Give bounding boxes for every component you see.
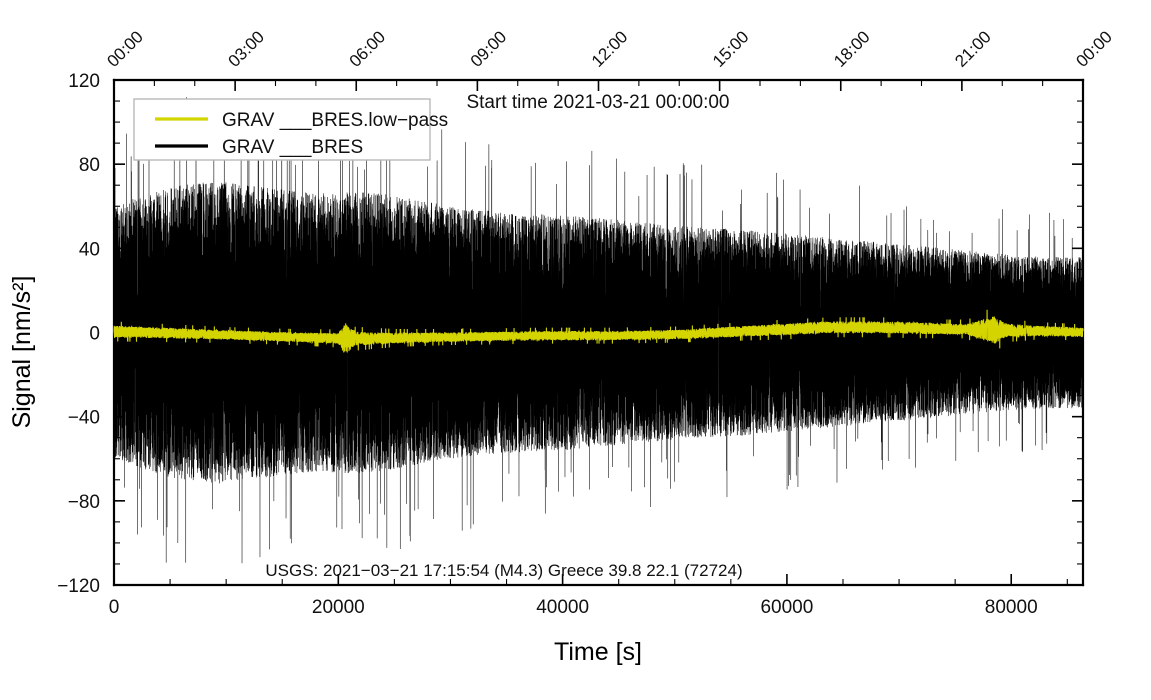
legend[interactable]: GRAV ___BRES.low−pass GRAV ___BRES (133, 98, 448, 161)
y-tick-label: −80 (68, 492, 100, 513)
legend-box (133, 98, 431, 161)
top-tick-label: 09:00 (467, 27, 511, 71)
plot-title: Start time 2021-03-21 00:00:00 (466, 92, 729, 113)
y-tick-label: −40 (68, 408, 100, 429)
legend-label-lowpass: GRAV ___BRES.low−pass (222, 110, 448, 131)
top-tick-label: 18:00 (830, 27, 874, 71)
y-tick-label: −120 (57, 576, 100, 597)
x-tick-label: 60000 (760, 597, 813, 618)
y-axis-tick-labels: −120 −80 −40 0 40 80 120 (57, 71, 100, 597)
top-tick-label: 06:00 (346, 27, 390, 71)
data-traces (113, 97, 1084, 564)
y-tick-label: 0 (89, 324, 100, 345)
top-tick-label: 15:00 (709, 27, 753, 71)
top-axis-ticks (113, 80, 1084, 91)
x-tick-label: 80000 (985, 597, 1038, 618)
usgs-event-annotation: USGS: 2021−03−21 17:15:54 (M4.3) Greece … (265, 561, 742, 580)
y-tick-label: 40 (79, 239, 100, 260)
top-tick-label: 00:00 (1072, 27, 1116, 71)
x-axis-ticks (113, 574, 1068, 585)
top-tick-label: 12:00 (588, 27, 632, 71)
x-axis-title: Time [s] (554, 638, 642, 666)
y-axis-title: Signal [nm/s²] (8, 276, 36, 429)
x-axis-tick-labels: 0 20000 40000 60000 80000 (109, 597, 1038, 618)
trace-raw-broadband (113, 97, 1084, 564)
x-tick-label: 40000 (536, 597, 589, 618)
legend-label-raw: GRAV ___BRES (222, 137, 363, 158)
y-tick-label: 120 (68, 71, 100, 92)
top-axis-tick-labels: 00:00 03:00 06:00 09:00 12:00 15:00 18:00 21:00… (103, 27, 1116, 71)
y-tick-label: 80 (79, 155, 100, 176)
top-tick-label: 03:00 (225, 27, 269, 71)
trace-lowpass (113, 309, 1084, 353)
x-tick-label: 20000 (312, 597, 365, 618)
x-tick-label: 0 (109, 597, 120, 618)
top-tick-label: 21:00 (951, 27, 995, 71)
top-tick-label: 00:00 (103, 27, 147, 71)
